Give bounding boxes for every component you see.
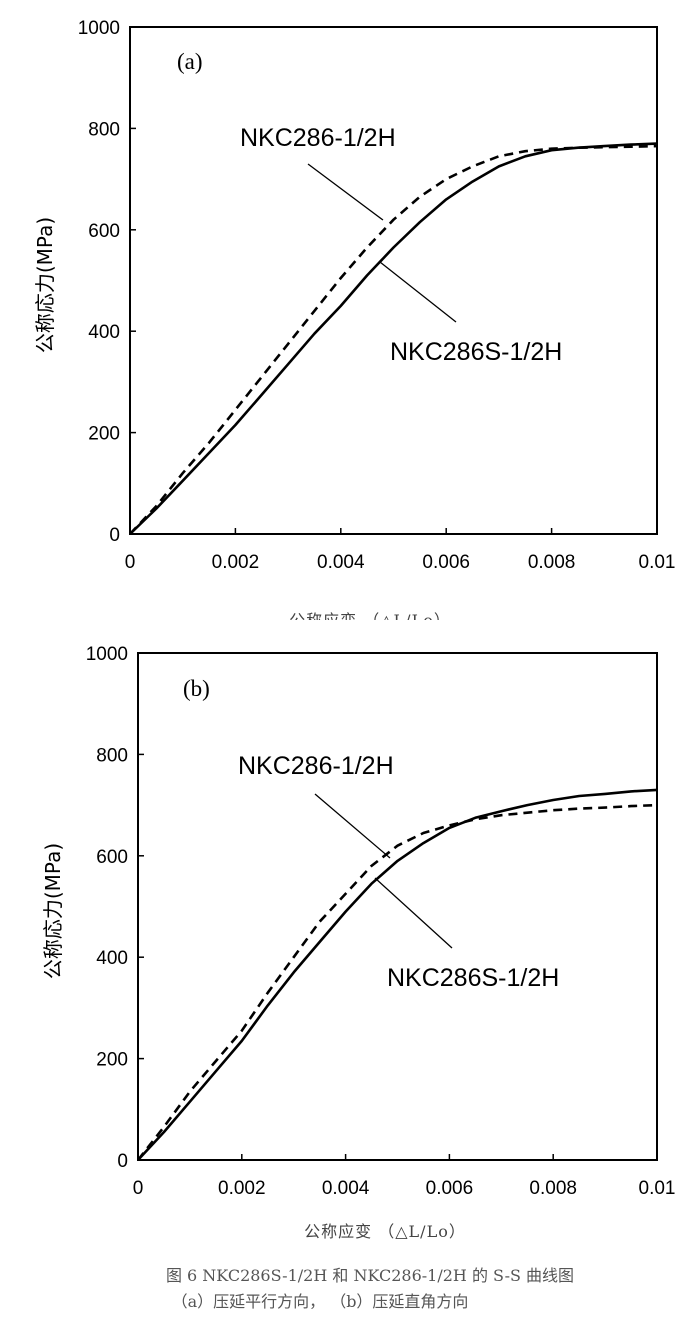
plot-frame bbox=[137, 652, 658, 1161]
x-tick-label: 0 bbox=[125, 552, 136, 573]
y-tick-label: 200 bbox=[88, 424, 120, 445]
x-axis-label: 公称应变 （△L/Lo） bbox=[289, 611, 451, 620]
figure-caption-subtitle: （a）压延平行方向， （b）压延直角方向 bbox=[171, 1292, 469, 1311]
y-tick-label: 1000 bbox=[78, 18, 120, 39]
series-line-NKC286-1/2H bbox=[136, 803, 658, 1161]
y-tick-label: 600 bbox=[88, 221, 120, 242]
chart-b-svg: 0 200 400 600 800 1000 0 0.002 0.004 0.006 0.008 0.… bbox=[41, 644, 676, 1241]
series-label: NKC286S-1/2H bbox=[387, 964, 559, 992]
y-axis-label: 公称応力(MPa) bbox=[41, 843, 65, 979]
x-tick-label: 0 bbox=[133, 1178, 144, 1199]
series-label: NKC286-1/2H bbox=[238, 752, 394, 780]
series-leader-line bbox=[307, 163, 384, 221]
y-tick-label: 0 bbox=[109, 525, 120, 546]
x-tick-label: 0.01 bbox=[639, 1178, 676, 1199]
y-axis-label: 公称応力(MPa) bbox=[33, 217, 57, 353]
series-leader-line bbox=[314, 793, 391, 859]
panel-label: (b) bbox=[183, 676, 210, 701]
y-tick-label: 1000 bbox=[86, 644, 128, 665]
chart-panel-b: 0 200 400 600 800 1000 0 0.002 0.004 0.006 0.008 0.… bbox=[0, 626, 700, 1246]
y-tick-label: 200 bbox=[96, 1050, 128, 1071]
series-leader-line bbox=[374, 877, 453, 949]
series-line-NKC286S-1/2H bbox=[129, 142, 658, 535]
x-tick-label: 0.002 bbox=[212, 552, 260, 573]
chart-panel-a: 0 200 400 600 800 1000 0 0.002 0.004 0.006 0.008 0.… bbox=[0, 0, 700, 620]
y-tick-label: 800 bbox=[96, 745, 128, 766]
x-tick-label: 0.004 bbox=[317, 552, 365, 573]
series-leader-line bbox=[379, 261, 457, 323]
panel-label: (a) bbox=[177, 49, 203, 74]
x-tick-label: 0.006 bbox=[422, 552, 470, 573]
series-label: NKC286-1/2H bbox=[240, 124, 396, 152]
y-tick-label: 400 bbox=[88, 322, 120, 343]
series-line-NKC286S-1/2H bbox=[137, 788, 658, 1161]
x-tick-label: 0.006 bbox=[426, 1178, 474, 1199]
x-axis-label: 公称应变 （△L/Lo） bbox=[304, 1222, 466, 1241]
x-tick-label: 0.008 bbox=[528, 552, 576, 573]
x-tick-label: 0.01 bbox=[639, 552, 676, 573]
plot-frame bbox=[129, 26, 658, 535]
x-tick-label: 0.004 bbox=[322, 1178, 370, 1199]
x-tick-label: 0.002 bbox=[218, 1178, 266, 1199]
chart-a-svg: 0 200 400 600 800 1000 0 0.002 0.004 0.006 0.008 0.… bbox=[33, 18, 676, 620]
x-tick-label: 0.008 bbox=[529, 1178, 577, 1199]
y-tick-label: 600 bbox=[96, 847, 128, 868]
series-label: NKC286S-1/2H bbox=[390, 338, 562, 366]
y-tick-label: 0 bbox=[117, 1151, 128, 1172]
y-tick-label: 400 bbox=[96, 948, 128, 969]
figure-caption-title: 图 6 NKC286S-1/2H 和 NKC286-1/2H 的 S-S 曲线图 bbox=[165, 1266, 575, 1285]
y-tick-label: 800 bbox=[88, 119, 120, 140]
